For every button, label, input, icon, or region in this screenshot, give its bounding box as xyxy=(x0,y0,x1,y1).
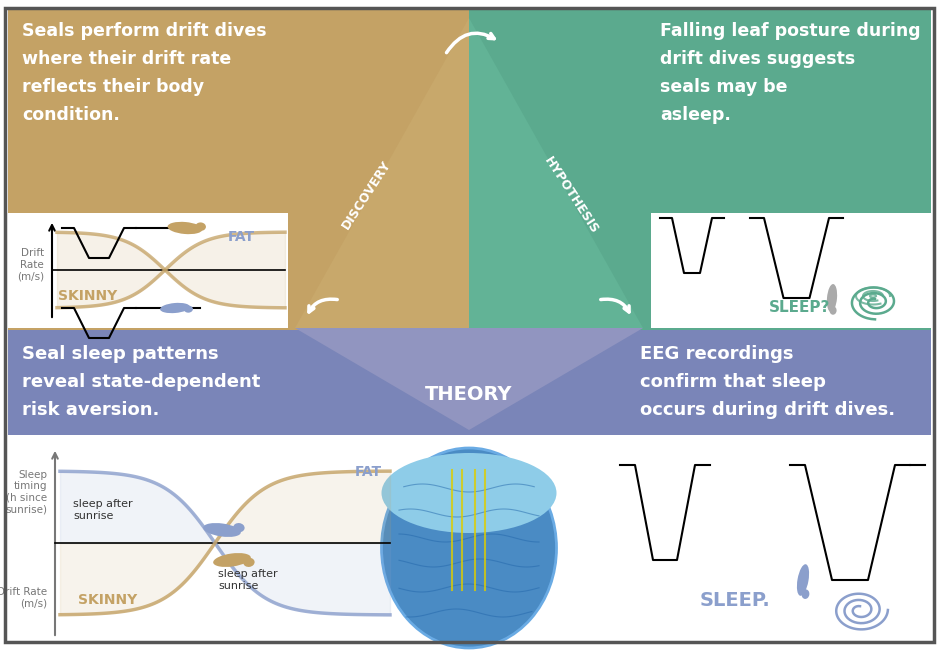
Ellipse shape xyxy=(160,303,190,313)
Text: FAT: FAT xyxy=(355,465,382,479)
Ellipse shape xyxy=(195,222,206,231)
Text: Drift Rate
(m/s): Drift Rate (m/s) xyxy=(0,587,47,609)
Text: sleep after
sunrise: sleep after sunrise xyxy=(218,569,278,592)
Text: reveal state-dependent: reveal state-dependent xyxy=(22,373,260,391)
Ellipse shape xyxy=(167,222,203,234)
Text: Seal sleep patterns: Seal sleep patterns xyxy=(22,345,219,363)
Ellipse shape xyxy=(827,284,838,312)
Bar xyxy=(8,8,469,330)
Polygon shape xyxy=(295,18,469,328)
Text: SKINNY: SKINNY xyxy=(78,593,137,607)
Text: sleep after
sunrise: sleep after sunrise xyxy=(73,499,132,521)
Ellipse shape xyxy=(381,453,557,533)
Bar xyxy=(469,8,931,330)
Text: Sleep
timing
(h since
sunrise): Sleep timing (h since sunrise) xyxy=(5,469,47,514)
Text: confirm that sleep: confirm that sleep xyxy=(640,373,826,391)
Text: reflects their body: reflects their body xyxy=(22,78,204,96)
Ellipse shape xyxy=(243,558,254,567)
Text: where their drift rate: where their drift rate xyxy=(22,50,231,68)
Text: seals may be: seals may be xyxy=(660,78,788,96)
Text: FAT: FAT xyxy=(228,230,255,244)
Ellipse shape xyxy=(213,553,251,567)
Ellipse shape xyxy=(381,448,557,648)
Bar xyxy=(651,213,931,328)
Text: THEORY: THEORY xyxy=(425,385,513,404)
Text: drift dives suggests: drift dives suggests xyxy=(660,50,855,68)
Ellipse shape xyxy=(829,306,837,315)
Text: asleep.: asleep. xyxy=(660,106,731,124)
Text: SKINNY: SKINNY xyxy=(58,289,117,303)
Text: occurs during drift dives.: occurs during drift dives. xyxy=(640,401,895,419)
Text: SLEEP.: SLEEP. xyxy=(700,590,770,610)
Text: Falling leaf posture during: Falling leaf posture during xyxy=(660,22,920,40)
Text: Drift
Rate
(m/s): Drift Rate (m/s) xyxy=(17,248,44,281)
Polygon shape xyxy=(469,18,643,328)
Text: condition.: condition. xyxy=(22,106,120,124)
Ellipse shape xyxy=(797,564,809,596)
Text: EEG recordings: EEG recordings xyxy=(640,345,793,363)
Text: Seals perform drift dives: Seals perform drift dives xyxy=(22,22,267,40)
Text: SLEEP?: SLEEP? xyxy=(769,300,831,315)
Ellipse shape xyxy=(184,306,192,313)
Polygon shape xyxy=(295,328,643,430)
Ellipse shape xyxy=(203,523,240,537)
Text: DISCOVERY: DISCOVERY xyxy=(340,158,394,232)
Ellipse shape xyxy=(233,523,245,532)
Bar xyxy=(8,435,931,642)
Ellipse shape xyxy=(802,590,809,599)
Text: HYPOTHESIS: HYPOTHESIS xyxy=(541,154,601,236)
Text: risk aversion.: risk aversion. xyxy=(22,401,160,419)
Bar xyxy=(8,213,288,328)
Bar xyxy=(8,330,931,435)
